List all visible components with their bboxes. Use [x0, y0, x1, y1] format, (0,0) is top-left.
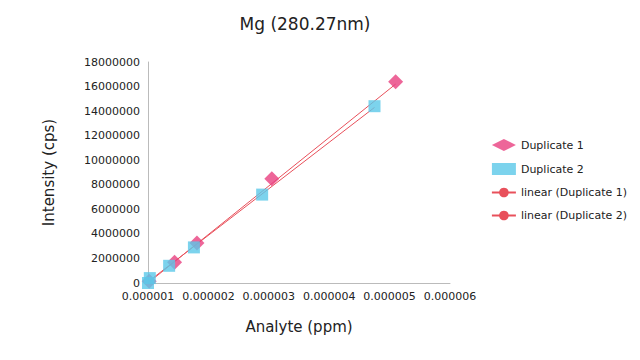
svg-text:Analyte (ppm): Analyte (ppm) — [245, 318, 352, 336]
svg-text:14000000: 14000000 — [84, 105, 140, 118]
svg-text:0.000001: 0.000001 — [122, 290, 175, 303]
svg-text:0.000004: 0.000004 — [303, 290, 356, 303]
svg-text:0: 0 — [133, 277, 140, 290]
svg-text:Intensity (cps): Intensity (cps) — [40, 119, 58, 226]
svg-text:Duplicate 2: Duplicate 2 — [521, 163, 584, 176]
svg-text:8000000: 8000000 — [91, 178, 140, 191]
svg-text:linear (Duplicate 2): linear (Duplicate 2) — [521, 209, 627, 222]
svg-text:16000000: 16000000 — [84, 80, 140, 93]
svg-text:18000000: 18000000 — [84, 56, 140, 69]
svg-text:Mg (280.27nm): Mg (280.27nm) — [240, 14, 371, 34]
svg-text:4000000: 4000000 — [91, 227, 140, 240]
svg-text:0.000002: 0.000002 — [182, 290, 235, 303]
svg-text:10000000: 10000000 — [84, 154, 140, 167]
svg-text:Duplicate 1: Duplicate 1 — [521, 139, 584, 152]
svg-text:0.000005: 0.000005 — [363, 290, 416, 303]
svg-text:0.000006: 0.000006 — [424, 290, 477, 303]
svg-text:0.000003: 0.000003 — [243, 290, 296, 303]
svg-text:linear (Duplicate 1): linear (Duplicate 1) — [521, 186, 627, 199]
svg-text:12000000: 12000000 — [84, 129, 140, 142]
svg-text:6000000: 6000000 — [91, 203, 140, 216]
svg-text:2000000: 2000000 — [91, 252, 140, 265]
